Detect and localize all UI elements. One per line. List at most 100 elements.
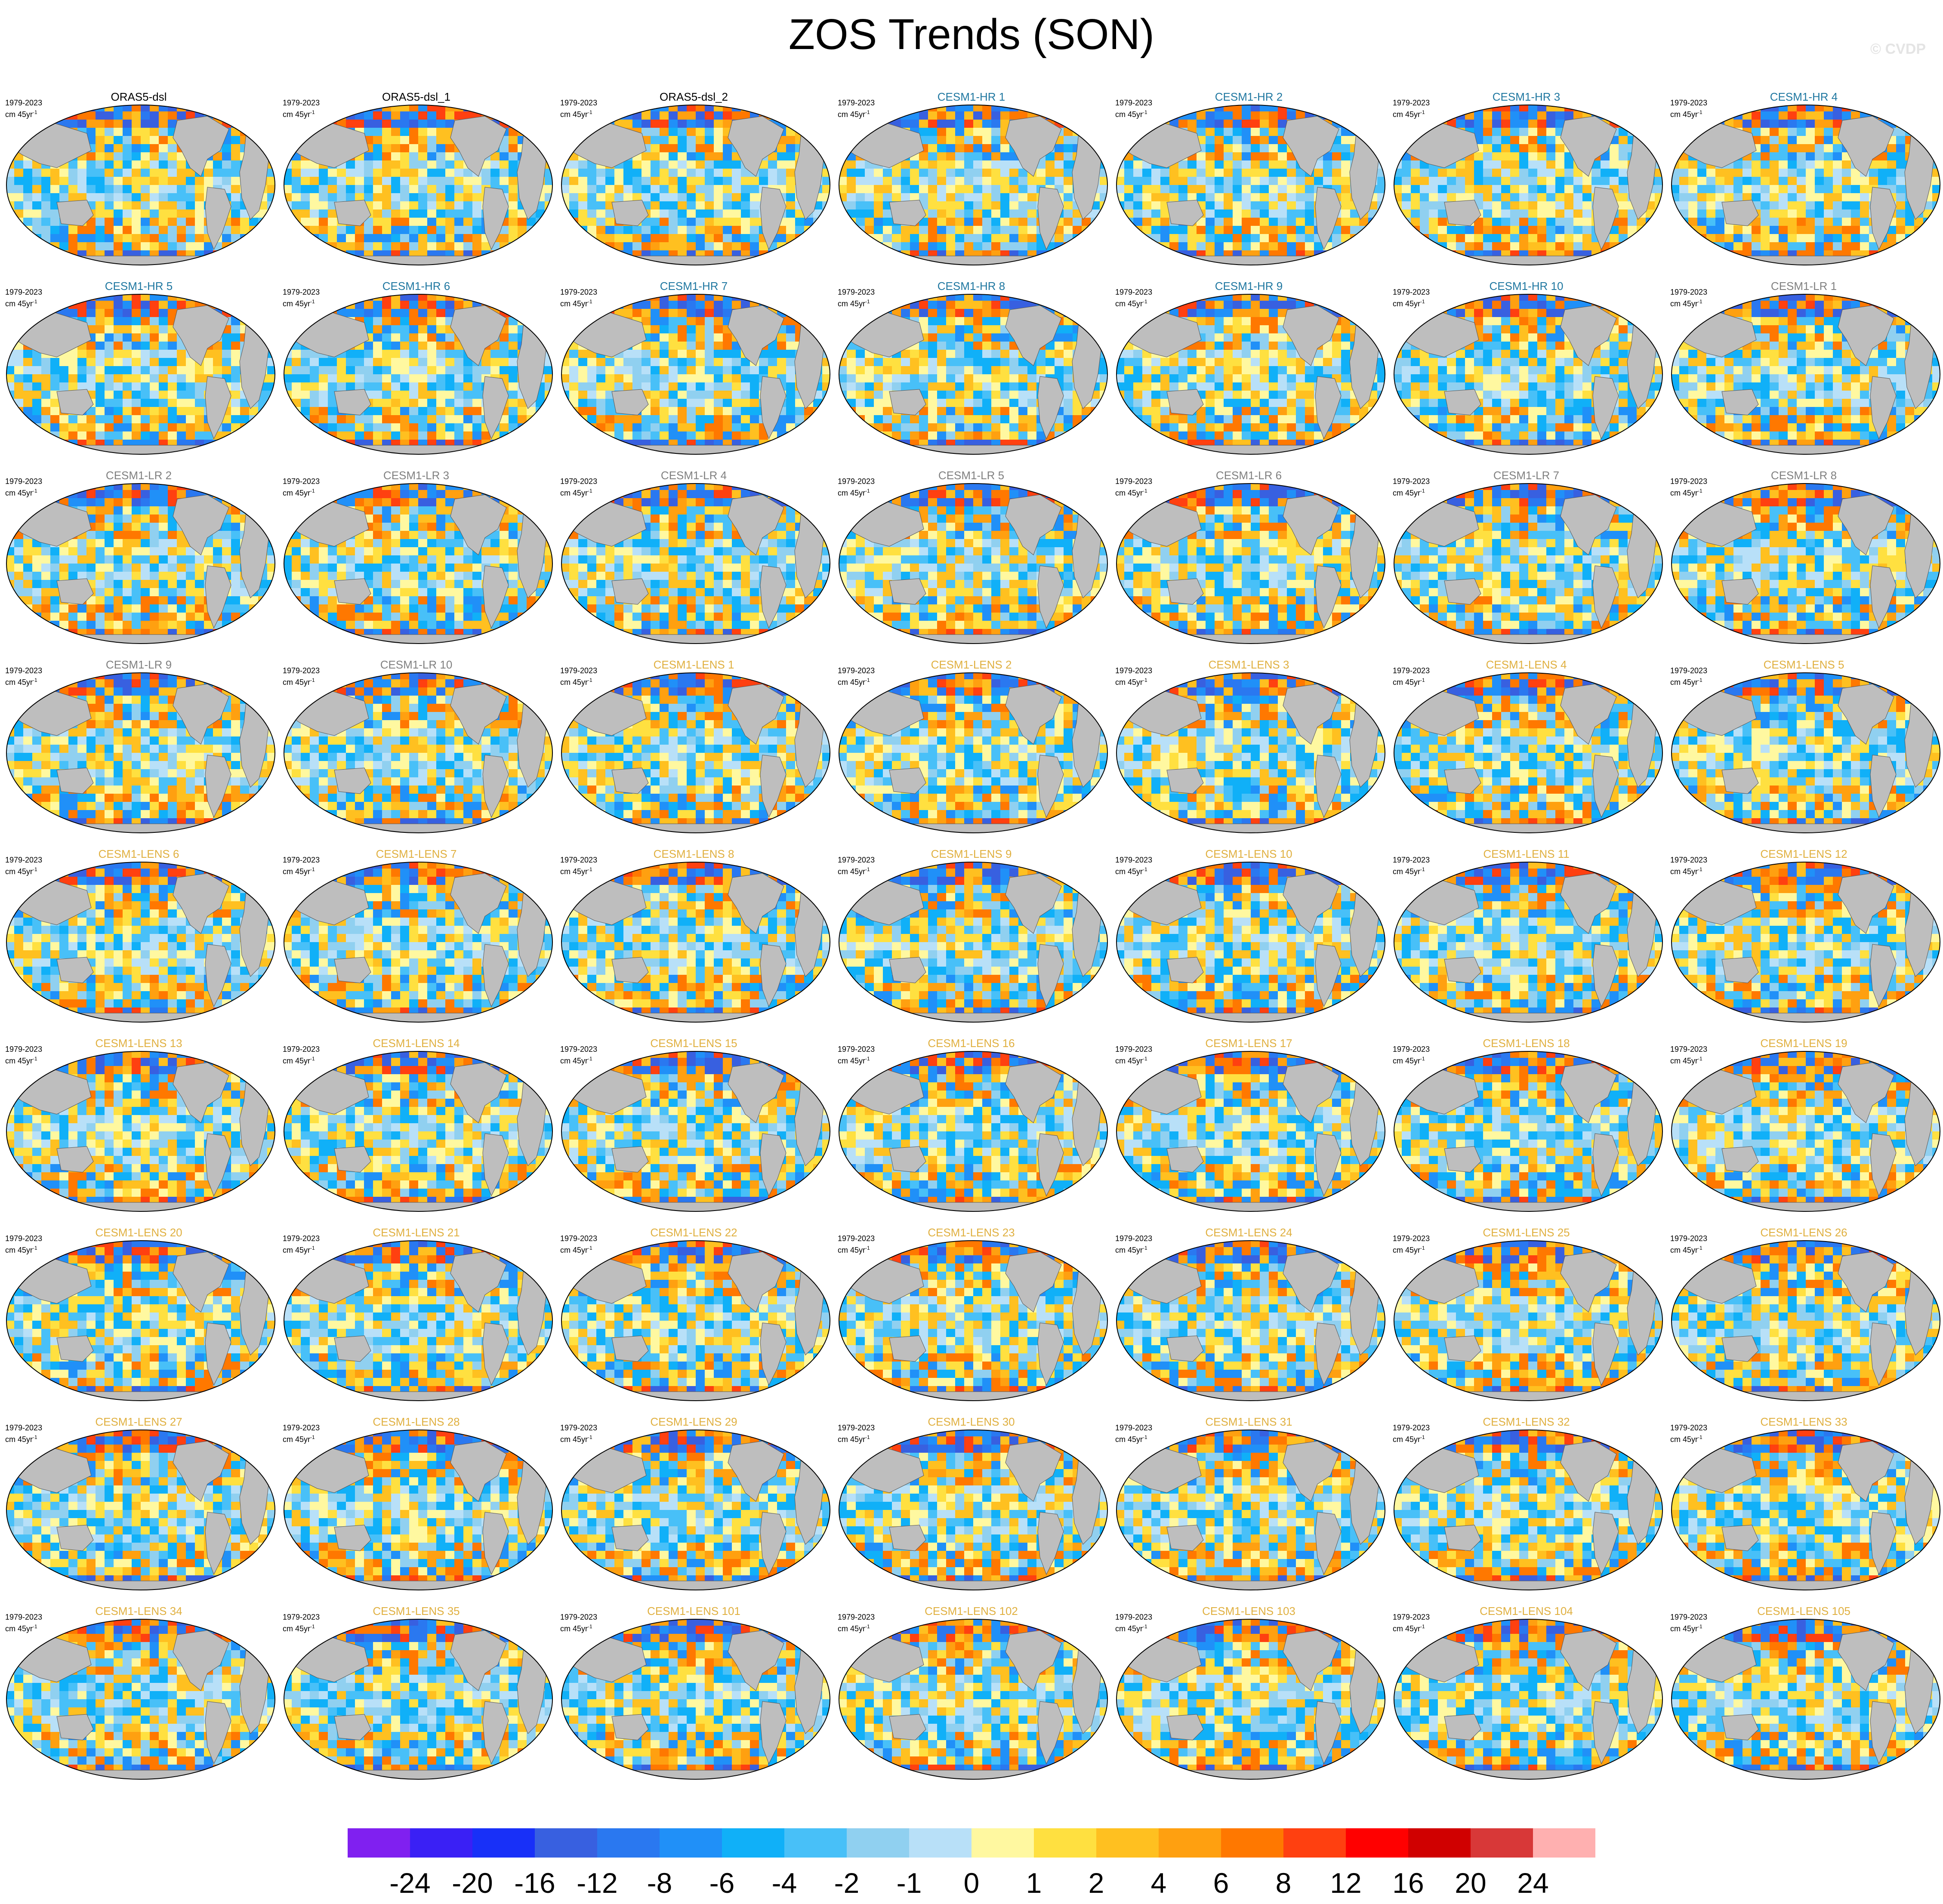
panel-units: cm 45yr-1 [1670, 1433, 1702, 1444]
world-map [839, 1240, 1108, 1401]
colorbar-box [1533, 1828, 1595, 1858]
map-panel: CESM1-LENS 14 1979-2023 cm 45yr-1 [278, 1037, 555, 1226]
world-map [561, 1051, 830, 1212]
world-map [839, 672, 1108, 833]
panel-units: cm 45yr-1 [1393, 1433, 1425, 1444]
world-map [839, 862, 1108, 1023]
panel-period: 1979-2023 [560, 855, 597, 865]
panel-title: CESM1-LENS 2 [833, 658, 1110, 671]
trend-field [839, 862, 1107, 1022]
panel-period: 1979-2023 [283, 98, 320, 108]
panel-period: 1979-2023 [560, 1612, 597, 1622]
panel-period: 1979-2023 [283, 477, 320, 486]
panel-period: 1979-2023 [1115, 477, 1152, 486]
world-map [1671, 483, 1940, 644]
map-panel: CESM1-LENS 32 1979-2023 cm 45yr-1 [1388, 1415, 1665, 1605]
colorbar-box [1346, 1828, 1408, 1858]
map-panel: CESM1-LENS 21 1979-2023 cm 45yr-1 [278, 1226, 555, 1415]
panel-period: 1979-2023 [5, 1234, 42, 1243]
colorbar-box [784, 1828, 847, 1858]
world-map [1394, 483, 1663, 644]
panel-units: cm 45yr-1 [560, 865, 592, 876]
panel-units: cm 45yr-1 [1115, 297, 1147, 308]
map-panel: CESM1-LENS 19 1979-2023 cm 45yr-1 [1665, 1037, 1943, 1226]
panel-title: CESM1-HR 6 [278, 280, 555, 293]
panel-title: CESM1-LR 2 [0, 469, 278, 482]
map-panel: CESM1-LENS 102 1979-2023 cm 45yr-1 [833, 1605, 1110, 1794]
world-map [561, 483, 830, 644]
world-map [561, 105, 830, 265]
panel-units: cm 45yr-1 [1393, 297, 1425, 308]
panel-units: cm 45yr-1 [1115, 1054, 1147, 1066]
world-map [1671, 672, 1940, 833]
panel-period: 1979-2023 [560, 1423, 597, 1433]
panel-period: 1979-2023 [5, 1612, 42, 1622]
panel-period: 1979-2023 [838, 1612, 875, 1622]
panel-period: 1979-2023 [1393, 1612, 1430, 1622]
colorbar-box [1283, 1828, 1346, 1858]
world-map [1394, 1240, 1663, 1401]
panel-period: 1979-2023 [5, 477, 42, 486]
panel-title: CESM1-LENS 1 [555, 658, 833, 671]
panel-units: cm 45yr-1 [560, 1433, 592, 1444]
world-map [839, 1619, 1108, 1780]
map-panel: CESM1-LENS 31 1979-2023 cm 45yr-1 [1110, 1415, 1388, 1605]
panel-units: cm 45yr-1 [1115, 108, 1147, 119]
colorbar-label: -8 [625, 1868, 694, 1898]
map-panel: CESM1-LENS 5 1979-2023 cm 45yr-1 [1665, 658, 1943, 847]
map-panel: CESM1-LR 2 1979-2023 cm 45yr-1 [0, 469, 278, 658]
panel-period: 1979-2023 [5, 666, 42, 675]
panel-units: cm 45yr-1 [1115, 1622, 1147, 1633]
panel-period: 1979-2023 [1670, 855, 1707, 865]
panel-title: CESM1-LR 5 [833, 469, 1110, 482]
colorbar-label: 24 [1499, 1868, 1567, 1898]
panel-period: 1979-2023 [1115, 1423, 1152, 1433]
trend-field [1116, 105, 1385, 265]
panel-units: cm 45yr-1 [1115, 865, 1147, 876]
colorbar-label: 6 [1187, 1868, 1255, 1898]
panel-title: CESM1-LENS 10 [1110, 847, 1388, 860]
trend-field [561, 862, 830, 1022]
map-panel: CESM1-LENS 30 1979-2023 cm 45yr-1 [833, 1415, 1110, 1605]
trend-field [1116, 1430, 1385, 1590]
map-panel: CESM1-LENS 3 1979-2023 cm 45yr-1 [1110, 658, 1388, 847]
panel-units: cm 45yr-1 [560, 1054, 592, 1066]
trend-field [561, 1241, 830, 1401]
map-panel: CESM1-LENS 104 1979-2023 cm 45yr-1 [1388, 1605, 1665, 1794]
panel-period: 1979-2023 [1393, 287, 1430, 297]
world-map [1116, 294, 1385, 455]
trend-field [561, 673, 830, 833]
panel-period: 1979-2023 [1670, 477, 1707, 486]
panel-period: 1979-2023 [838, 1423, 875, 1433]
figure-title: ZOS Trends (SON) [0, 9, 1943, 60]
map-panel: CESM1-LENS 34 1979-2023 cm 45yr-1 [0, 1605, 278, 1794]
panel-period: 1979-2023 [1393, 1234, 1430, 1243]
panel-title: CESM1-LENS 102 [833, 1605, 1110, 1617]
panel-title: CESM1-LENS 11 [1388, 847, 1665, 860]
panel-period: 1979-2023 [1670, 1234, 1707, 1243]
world-map [1394, 105, 1663, 265]
panel-period: 1979-2023 [1670, 1612, 1707, 1622]
colorbar-box [909, 1828, 972, 1858]
panel-period: 1979-2023 [5, 1423, 42, 1433]
panel-units: cm 45yr-1 [283, 1433, 315, 1444]
colorbar-label: -16 [500, 1868, 569, 1898]
map-panel: CESM1-LR 9 1979-2023 cm 45yr-1 [0, 658, 278, 847]
colorbar-label: -4 [750, 1868, 819, 1898]
panel-title: CESM1-LENS 8 [555, 847, 833, 860]
panel-title: CESM1-LENS 14 [278, 1037, 555, 1050]
panel-title: CESM1-LENS 28 [278, 1415, 555, 1428]
world-map [6, 1240, 275, 1401]
panel-title: CESM1-LR 8 [1665, 469, 1943, 482]
world-map [1671, 1051, 1940, 1212]
trend-field [1672, 1430, 1940, 1590]
world-map [1116, 1240, 1385, 1401]
map-panel: CESM1-LENS 26 1979-2023 cm 45yr-1 [1665, 1226, 1943, 1415]
world-map [284, 105, 553, 265]
panel-units: cm 45yr-1 [283, 675, 315, 687]
panel-title: CESM1-LENS 32 [1388, 1415, 1665, 1428]
panel-units: cm 45yr-1 [560, 1622, 592, 1633]
panel-title: CESM1-HR 3 [1388, 90, 1665, 103]
panel-units: cm 45yr-1 [1393, 486, 1425, 498]
world-map [6, 294, 275, 455]
